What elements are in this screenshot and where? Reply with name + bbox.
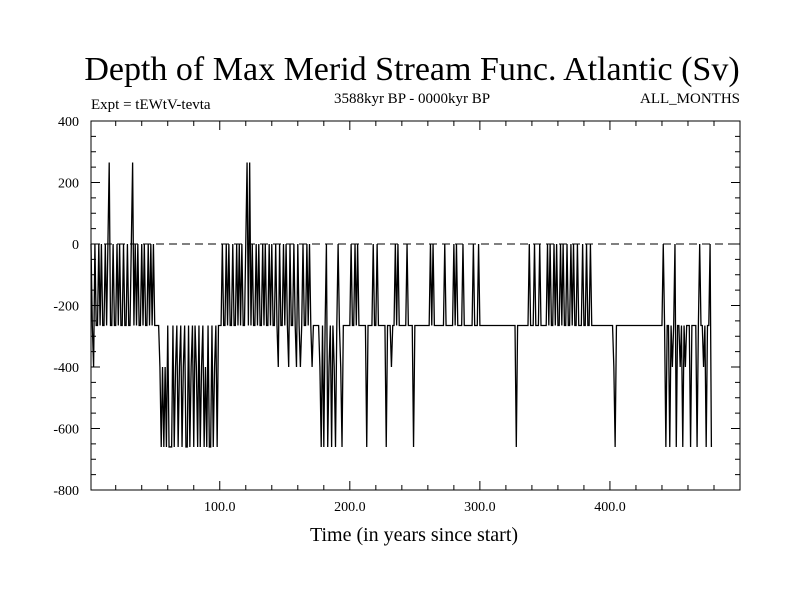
x-axis: 100.0 200.0 300.0 400.0 xyxy=(115,121,715,515)
y-axis: -800 -600 -400 -200 0 200 400 xyxy=(53,115,740,499)
y-tick-label: 0 xyxy=(72,238,79,253)
plot-frame xyxy=(90,120,741,491)
x-tick-label: 100.0 xyxy=(204,500,236,515)
y-tick-label: -200 xyxy=(53,300,79,315)
y-tick-label: -400 xyxy=(53,361,79,376)
chart-subtitle-right: ALL_MONTHS xyxy=(640,91,740,107)
y-tick-label: 200 xyxy=(58,177,79,192)
chart-subtitle-left: Expt = tEWtV-tevta xyxy=(91,97,211,113)
chart-title: Depth of Max Merid Stream Func. Atlantic… xyxy=(84,51,739,88)
x-tick-label: 200.0 xyxy=(334,500,366,515)
x-tick-label: 300.0 xyxy=(464,500,496,515)
chart-subtitle-center: 3588kyr BP - 0000kyr BP xyxy=(334,91,490,107)
series-line xyxy=(90,162,713,448)
y-tick-label: 400 xyxy=(58,115,79,130)
plot-border xyxy=(90,120,741,491)
y-tick-label: -800 xyxy=(53,484,79,499)
y-tick-label: -600 xyxy=(53,423,79,438)
x-tick-label: 400.0 xyxy=(594,500,626,515)
x-axis-label: Time (in years since start) xyxy=(310,524,518,546)
